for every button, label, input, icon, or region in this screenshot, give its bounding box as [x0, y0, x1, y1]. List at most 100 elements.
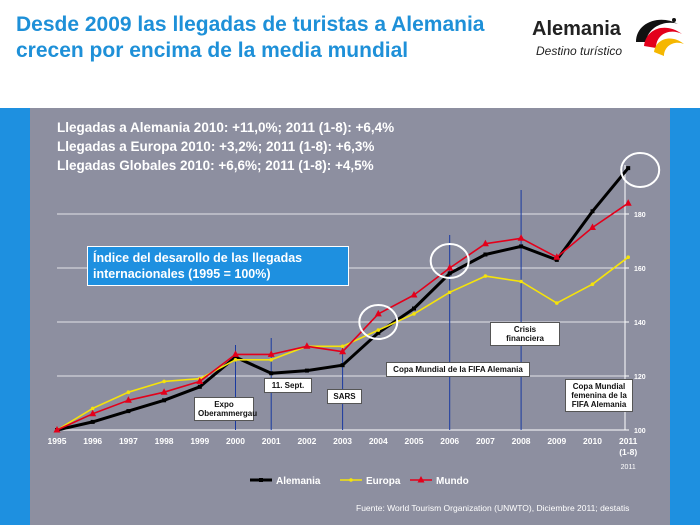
annotation-sars: SARS [327, 389, 362, 404]
x-tick-label: 1995 [48, 436, 67, 446]
marker-mundo [339, 347, 347, 355]
marker-mundo [374, 309, 382, 317]
marker-europa [269, 358, 274, 362]
marker-mundo [624, 199, 632, 206]
highlight-circle [358, 304, 399, 340]
highlight-circle [429, 243, 470, 279]
x-tick-label: 2008 [512, 436, 531, 446]
marker-alemania [376, 330, 381, 335]
x-tick-label: 2000 [226, 436, 245, 446]
x-tick-label: 2006 [440, 436, 459, 446]
stats-list: Llegadas a Alemania 2010: +11,0%; 2011 (… [57, 118, 394, 175]
annotation-expo: Expo Oberammergau [194, 397, 257, 421]
marker-mundo [160, 388, 168, 395]
marker-europa [626, 255, 630, 259]
marker-mundo [89, 409, 97, 417]
x-tick-label: 2001 [262, 436, 281, 446]
annotation-sept11: 11. Sept. [264, 378, 312, 393]
marker-alemania [197, 384, 202, 389]
marker-mundo [410, 291, 418, 298]
y-tick-label: 140 [634, 320, 646, 327]
logo: Alemania Destino turístico [530, 12, 690, 72]
marker-alemania [304, 368, 309, 373]
x-tick-label: 1997 [119, 436, 138, 446]
marker-mundo [517, 234, 525, 241]
marker-mundo [446, 264, 454, 271]
marker-alemania [126, 409, 131, 414]
marker-mundo [124, 396, 132, 403]
marker-europa [555, 301, 559, 305]
x-tick-label: 2002 [297, 436, 316, 446]
marker-europa [126, 390, 131, 395]
y-tick-label: 180 [634, 212, 646, 219]
marker-europa [519, 279, 523, 284]
x-tick-label: 2010 [583, 436, 602, 446]
marker-alemania [233, 355, 238, 360]
y-tick-label: 120 [634, 374, 646, 381]
marker-alemania [340, 363, 345, 368]
chart-panel [30, 108, 670, 525]
marker-europa [340, 344, 345, 349]
marker-mundo [303, 342, 311, 349]
stat-global: Llegadas Globales 2010: +6,6%; 2011 (1-8… [57, 158, 374, 173]
legend-label: Alemania [276, 476, 321, 487]
legend-marker [259, 478, 263, 482]
marker-mundo [196, 377, 204, 384]
index-box-line1: Índice del desarollo de las llegadas [93, 251, 303, 265]
stat-europa: Llegadas a Europa 2010: +3,2%; 2011 (1-8… [57, 139, 375, 154]
marker-europa [90, 406, 95, 411]
marker-europa [162, 379, 166, 384]
stat-alemania: Llegadas a Alemania 2010: +11,0%; 2011 (… [57, 120, 395, 135]
y-tick-label: 100 [634, 428, 646, 435]
swirl-logo-icon [636, 18, 684, 56]
x-tick-label: 2005 [405, 436, 424, 446]
marker-alemania [590, 209, 595, 214]
marker-mundo [589, 223, 596, 230]
marker-alemania [90, 419, 95, 424]
marker-alemania [269, 371, 274, 376]
marker-mundo [267, 350, 275, 357]
legend-marker [349, 478, 353, 482]
marker-mundo [481, 239, 489, 247]
x-tick-label: 1998 [155, 436, 174, 446]
marker-europa [447, 290, 452, 295]
marker-alemania [519, 244, 524, 249]
marker-alemania [483, 252, 488, 257]
legend-marker [417, 476, 425, 483]
marker-mundo [53, 426, 61, 433]
marker-europa [376, 328, 381, 332]
marker-europa [590, 282, 595, 287]
page-title: Desde 2009 las llegadas de turistas a Al… [16, 13, 485, 62]
legend-label: Europa [366, 476, 401, 487]
x-tick-label: 2004 [369, 436, 388, 446]
x-tick-label: 2007 [476, 436, 495, 446]
logo-tagline: Destino turístico [536, 44, 623, 58]
marker-alemania [554, 257, 559, 262]
x-tick-label: 2009 [547, 436, 566, 446]
marker-alemania [162, 398, 167, 403]
source-note: Fuente: World Tourism Organization (UNWT… [356, 503, 630, 513]
marker-europa [233, 358, 238, 362]
annotation-copa2006: Copa Mundial de la FIFA Alemania [386, 362, 530, 377]
marker-europa [412, 312, 416, 316]
marker-alemania [412, 306, 416, 311]
x-tick-label: 1996 [83, 436, 102, 446]
x-tick-label: 2011 [619, 436, 638, 446]
x-tick-label: 2003 [333, 436, 352, 446]
marker-mundo [553, 253, 561, 260]
index-box-line2: internacionales (1995 = 100%) [93, 267, 271, 281]
marker-alemania [626, 166, 631, 171]
highlight-circle [620, 152, 661, 188]
annotation-crisis: Crisis financiera [490, 322, 560, 346]
index-description-box: Índice del desarollo de las llegadas int… [87, 246, 349, 286]
marker-alemania [447, 271, 452, 276]
x-tick-label: 1999 [190, 436, 209, 446]
marker-europa [483, 274, 488, 278]
logo-name: Alemania [532, 18, 621, 40]
x-tick-sublabel: 2011 [621, 464, 636, 471]
y-tick-label: 160 [634, 266, 646, 273]
marker-mundo [232, 350, 239, 357]
annotation-copa2011: Copa Mundial femenina de la FIFA Alemani… [565, 379, 633, 412]
legend-label: Mundo [436, 476, 469, 487]
x-tick-sublabel: (1-8) [619, 447, 637, 457]
